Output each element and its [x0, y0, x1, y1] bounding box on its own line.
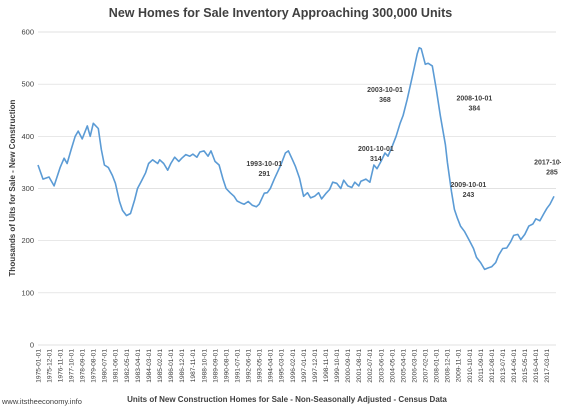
x-tick-label: 1988-10-01 [201, 349, 208, 383]
y-tick-label: 200 [21, 236, 34, 245]
x-tick-label: 2003-06-01 [378, 349, 385, 383]
series-line [37, 46, 555, 271]
x-tick-label: 1997-12-01 [312, 349, 319, 383]
x-tick-label: 1986-12-01 [179, 349, 186, 383]
x-tick-label: 2013-07-01 [500, 349, 507, 383]
y-tick-label: 100 [21, 288, 34, 297]
y-tick-label: 400 [21, 132, 34, 141]
annotation-date: 2003-10-01 [367, 87, 403, 94]
x-tick-label: 2007-02-01 [423, 349, 430, 383]
x-tick-label: 1999-10-01 [334, 349, 341, 383]
x-tick-label: 1977-10-01 [68, 349, 75, 383]
x-tick-label: 2017-03-01 [544, 349, 551, 383]
y-axis-title: Thousands of Uits for Sale - New Constru… [8, 99, 17, 276]
x-tick-label: 1996-02-01 [290, 349, 297, 383]
x-tick-label: 1992-06-01 [246, 349, 253, 383]
x-axis-title: Units of New Construction Homes for Sale… [127, 395, 447, 404]
site-footer: www.itstheeconomy.info [1, 397, 82, 406]
annotations: 1993-10-01 291 2003-10-01 368 2001-10-01 314 2… [246, 87, 561, 199]
x-tick-label: 2015-05-01 [522, 349, 529, 383]
x-tick-label: 1979-08-01 [91, 349, 98, 383]
x-tick-label: 2000-09-01 [345, 349, 352, 383]
annotation-value: 368 [379, 97, 391, 104]
y-tick-label: 600 [21, 28, 34, 37]
x-tick-label: 2016-04-01 [533, 349, 540, 383]
x-tick-label: 2008-12-01 [445, 349, 452, 383]
x-tick-label: 1991-07-01 [234, 349, 241, 383]
x-tick-label: 1981-06-01 [113, 349, 120, 383]
annotation-value: 314 [370, 156, 382, 163]
annotation-date: 2017-10-01 [534, 159, 561, 166]
annotation-value: 285 [546, 169, 558, 176]
x-tick-label: 1980-07-01 [102, 349, 109, 383]
x-tick-label: 1993-05-01 [257, 349, 264, 383]
x-tick-label: 1998-11-01 [323, 349, 330, 383]
x-tick-label: 2006-03-01 [411, 349, 418, 383]
x-tick-label: 2004-05-01 [389, 349, 396, 383]
annotation-date: 2001-10-01 [358, 146, 394, 153]
annotation-value: 384 [469, 106, 481, 113]
annotation-date: 2008-10-01 [456, 96, 492, 103]
annotation-date: 2009-10-01 [451, 182, 487, 189]
y-tick-label: 300 [21, 184, 34, 193]
x-tick-label: 2010-10-01 [467, 349, 474, 383]
x-tick-label: 1975-01-01 [35, 349, 42, 383]
y-tick-label: 500 [21, 80, 34, 89]
x-tick-label: 1982-05-01 [124, 349, 131, 383]
x-tick-label: 1989-09-01 [212, 349, 219, 383]
x-axis-ticks: 1975-01-01 1975-12-01 1976-11-01 1977-10-01… [35, 349, 551, 383]
x-tick-label: 2005-04-01 [400, 349, 407, 383]
chart-title: New Homes for Sale Inventory Approaching… [109, 6, 452, 20]
x-tick-label: 2014-06-01 [511, 349, 518, 383]
x-tick-label: 1987-11-01 [190, 349, 197, 383]
x-tick-label: 1994-04-01 [268, 349, 275, 383]
x-tick-label: 1995-03-01 [279, 349, 286, 383]
x-tick-label: 1985-02-01 [157, 349, 164, 383]
x-tick-label: 1997-01-01 [301, 349, 308, 383]
x-tick-label: 1990-08-01 [223, 349, 230, 383]
x-tick-label: 2008-01-01 [434, 349, 441, 383]
y-axis-ticks: 0 100 200 300 400 500 600 [21, 28, 34, 350]
x-tick-label: 2002-07-01 [367, 349, 374, 383]
x-tick-label: 1986-01-01 [168, 349, 175, 383]
x-tick-label: 2001-08-01 [356, 349, 363, 383]
x-tick-label: 1975-12-01 [46, 349, 53, 383]
y-tick-label: 0 [30, 341, 34, 350]
x-tick-label: 2011-09-01 [478, 349, 485, 383]
x-tick-label: 1983-04-01 [135, 349, 142, 383]
x-tick-label: 2009-11-01 [456, 349, 463, 383]
x-tick-label: 1978-09-01 [80, 349, 87, 383]
x-tick-label: 1984-03-01 [146, 349, 153, 383]
x-tick-label: 2012-08-01 [489, 349, 496, 383]
annotation-value: 291 [258, 171, 270, 178]
gridlines [38, 31, 556, 346]
annotation-value: 243 [463, 192, 475, 199]
annotation-date: 1993-10-01 [246, 161, 282, 168]
x-tick-label: 1976-11-01 [57, 349, 64, 383]
